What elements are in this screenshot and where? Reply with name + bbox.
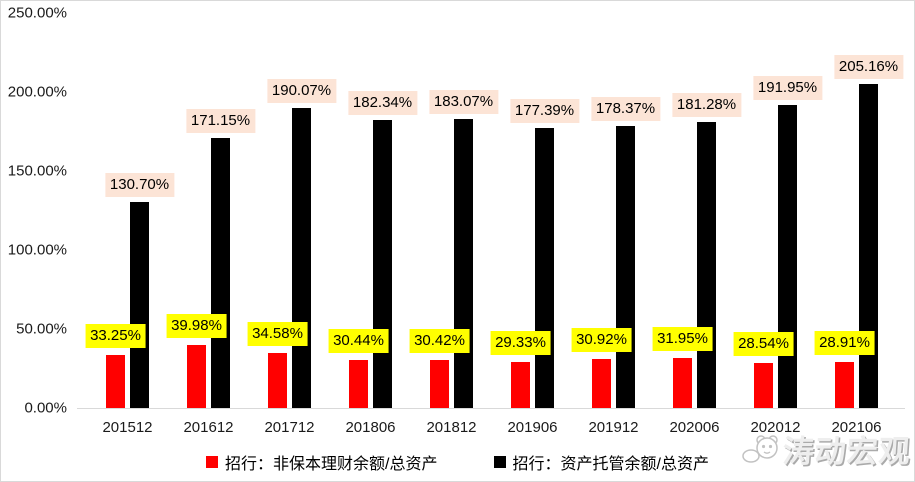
legend: 招行：非保本理财余额/总资产 招行：资产托管余额/总资产 <box>1 450 914 474</box>
red-bar-label: 39.98% <box>166 313 227 338</box>
black-bar <box>535 127 554 408</box>
y-tick-label: 200.00% <box>7 83 67 101</box>
black-bar-label: 183.07% <box>428 89 499 114</box>
black-series-swatch <box>493 456 506 468</box>
black-bar-label: 171.15% <box>185 108 256 133</box>
black-bar <box>859 83 878 408</box>
y-tick-label: 0.00% <box>24 399 67 417</box>
black-bar-label: 181.28% <box>671 92 742 117</box>
black-bar-label: 182.34% <box>347 90 418 115</box>
black-bar <box>292 107 311 408</box>
black-bar <box>616 126 635 408</box>
black-bar <box>697 121 716 408</box>
red-bar-label: 34.58% <box>247 322 308 347</box>
red-bar <box>511 361 530 408</box>
black-bar <box>778 104 797 408</box>
bar-group-201906: 29.33% 177.39% 201906 <box>490 13 580 436</box>
bar-group-201712: 34.58% 190.07% 201712 <box>247 13 337 436</box>
red-bar-label: 33.25% <box>85 324 146 349</box>
y-tick-label: 150.00% <box>7 162 67 180</box>
red-bar-label: 28.91% <box>814 331 875 356</box>
red-bar <box>268 353 287 408</box>
x-tick-label: 202106 <box>831 419 882 436</box>
plot-area: 33.25% 130.70% 201512 39.98% 171.15% 201612 34… <box>85 13 904 436</box>
black-bar-label: 205.16% <box>833 54 904 79</box>
red-bar <box>187 344 206 408</box>
black-bar-label: 191.95% <box>752 75 823 100</box>
y-tick-label: 250.00% <box>7 4 67 22</box>
red-bar-label: 30.42% <box>409 328 470 353</box>
legend-item-wealth: 招行：非保本理财余额/总资产 <box>206 450 438 474</box>
bar-group-201806: 30.44% 182.34% 201806 <box>328 13 418 436</box>
black-bar-label: 177.39% <box>509 98 580 123</box>
black-bar-label: 178.37% <box>590 97 661 122</box>
legend-label-custody: 招行：资产托管余额/总资产 <box>512 456 709 473</box>
black-bar-label: 130.70% <box>104 172 175 197</box>
x-tick-label: 201912 <box>588 419 639 436</box>
red-bar <box>673 357 692 408</box>
bar-group-201612: 39.98% 171.15% 201612 <box>166 13 256 436</box>
black-bar <box>211 137 230 408</box>
bar-group-201512: 33.25% 130.70% 201512 <box>85 13 175 436</box>
black-bar <box>454 118 473 408</box>
red-bar <box>592 359 611 408</box>
red-bar-label: 30.44% <box>328 328 389 353</box>
bar-group-201912: 30.92% 178.37% 201912 <box>571 13 661 436</box>
x-tick-label: 201612 <box>183 419 234 436</box>
x-tick-label: 201712 <box>264 419 315 436</box>
legend-label-wealth: 招行：非保本理财余额/总资产 <box>225 456 438 473</box>
x-axis-line <box>77 408 905 409</box>
red-bar <box>835 362 854 408</box>
y-axis: 0.00% 50.00% 100.00% 150.00% 200.00% 250.00% <box>1 5 69 417</box>
x-tick-label: 201512 <box>102 419 153 436</box>
bar-group-202106: 28.91% 205.16% 202106 <box>814 13 904 436</box>
x-tick-label: 201906 <box>507 419 558 436</box>
red-bar-label: 29.33% <box>490 330 551 355</box>
x-tick-label: 202012 <box>750 419 801 436</box>
red-bar-label: 31.95% <box>652 326 713 351</box>
bar-group-202012: 28.54% 191.95% 202012 <box>733 13 823 436</box>
x-tick-label: 202006 <box>669 419 720 436</box>
red-bar <box>106 355 125 408</box>
y-tick-label: 50.00% <box>16 320 67 338</box>
red-bar-label: 30.92% <box>571 328 632 353</box>
x-tick-label: 201812 <box>426 419 477 436</box>
bar-group-201812: 30.42% 183.07% 201812 <box>409 13 499 436</box>
x-tick-label: 201806 <box>345 419 396 436</box>
red-series-swatch <box>206 456 219 468</box>
red-bar <box>754 362 773 408</box>
black-bar <box>130 201 149 408</box>
black-bar <box>373 119 392 408</box>
red-bar <box>349 359 368 408</box>
legend-item-custody: 招行：资产托管余额/总资产 <box>493 450 709 474</box>
bar-group-202006: 31.95% 181.28% 202006 <box>652 13 742 436</box>
red-bar-label: 28.54% <box>733 331 794 356</box>
y-tick-label: 100.00% <box>7 241 67 259</box>
black-bar-label: 190.07% <box>266 78 337 103</box>
red-bar <box>430 359 449 408</box>
